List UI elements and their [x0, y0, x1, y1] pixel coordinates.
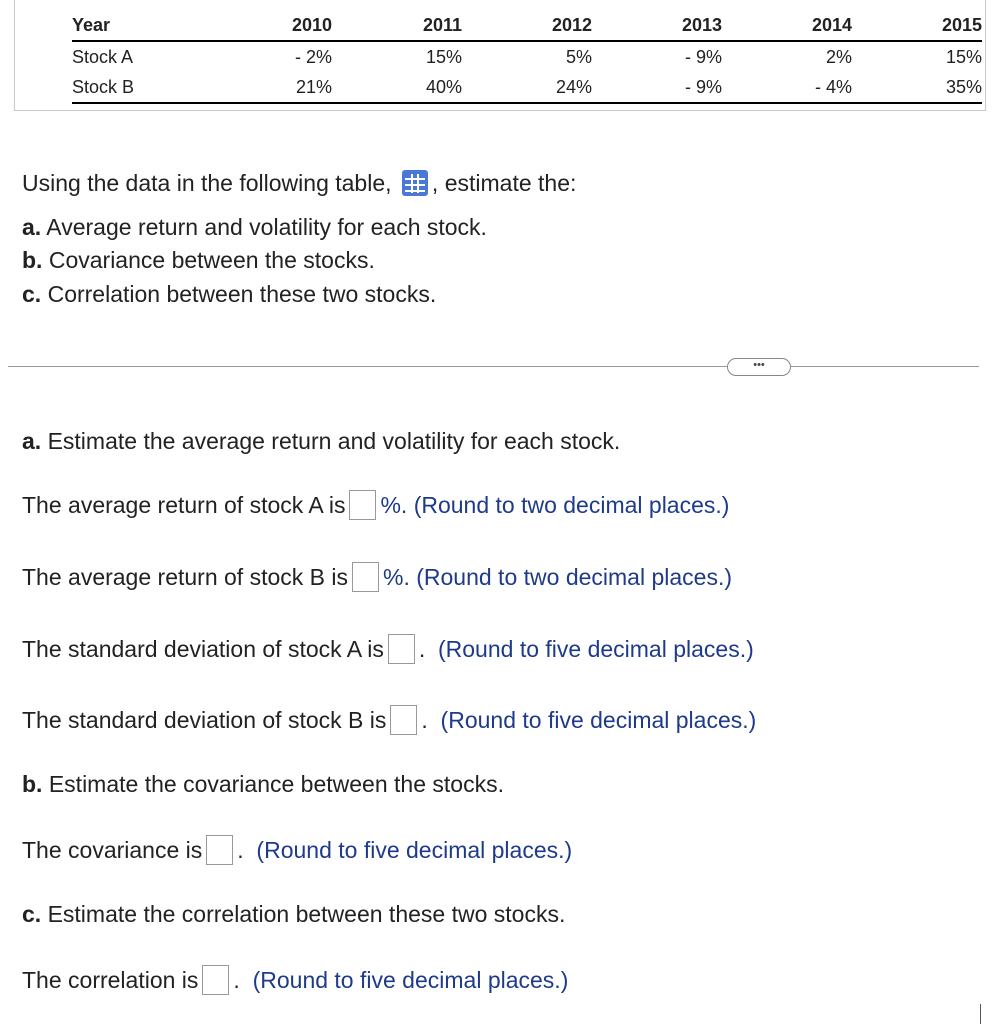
period-text: . — [237, 837, 244, 863]
period-text: . — [421, 707, 428, 733]
more-button[interactable]: ••• — [727, 358, 791, 376]
item-text: Correlation between these two stocks. — [41, 281, 437, 307]
table-cell: - 9% — [592, 72, 722, 104]
header-cell: 2013 — [592, 10, 722, 42]
corr-line: The correlation is. (Round to five decim… — [22, 965, 568, 995]
header-cell: 2012 — [462, 10, 592, 42]
table-cell: - 2% — [294, 46, 332, 67]
question-item-c: c. Correlation between these two stocks. — [22, 281, 436, 308]
part-a-heading: a. Estimate the average return and volat… — [22, 428, 620, 455]
table-cell: 5% — [565, 46, 592, 67]
table-cell: Stock A — [72, 46, 134, 67]
hint-text: (Round to five decimal places.) — [252, 967, 569, 993]
question-item-b: b. Covariance between the stocks. — [22, 247, 375, 274]
header-cell: 2015 — [852, 10, 982, 42]
table-row: Stock A - 2% 15% 5% - 9% 2% 15% — [72, 41, 982, 72]
sd-a-input[interactable] — [387, 634, 415, 664]
header-cell: Year — [72, 10, 202, 42]
hint-text: (Round to five decimal places.) — [438, 636, 754, 662]
prompt-text: The average return of stock B is — [22, 564, 348, 590]
data-table-panel: Year 2010 2011 2012 2013 2014 2015 Stock… — [14, 0, 986, 111]
avg-a-line: The average return of stock A is%. (Roun… — [22, 490, 729, 520]
sd-a-line: The standard deviation of stock A is. (R… — [22, 634, 754, 664]
avg-b-line: The average return of stock B is%. (Roun… — [22, 562, 732, 592]
unit-text: %. — [383, 564, 410, 590]
hint-text: (Round to five decimal places.) — [440, 707, 757, 733]
table-cell: 15% — [945, 46, 982, 67]
table-cell: 2% — [825, 46, 852, 67]
divider — [8, 366, 979, 367]
item-letter: a. — [22, 214, 42, 240]
table-grid-icon[interactable] — [401, 170, 428, 196]
avg-return-a-input[interactable] — [349, 490, 377, 520]
returns-table: Year 2010 2011 2012 2013 2014 2015 Stock… — [72, 10, 982, 104]
hint-text: (Round to five decimal places.) — [256, 837, 573, 863]
item-text: Average return and volatility for each s… — [41, 214, 487, 240]
table-cell: 35% — [852, 72, 982, 104]
header-cell: 2010 — [202, 10, 332, 42]
table-cell: 21% — [202, 72, 332, 104]
prompt-text: The covariance is — [22, 837, 203, 863]
part-c-heading: c. Estimate the correlation between thes… — [22, 901, 565, 928]
prompt-text: The correlation is — [22, 967, 199, 993]
part-b-heading: b. Estimate the covariance between the s… — [22, 771, 504, 798]
question-intro: Using the data in the following table, ,… — [22, 170, 576, 197]
avg-return-b-input[interactable] — [352, 562, 379, 592]
covariance-input[interactable] — [206, 835, 234, 865]
part-text: Estimate the average return and volatili… — [41, 428, 621, 454]
cov-line: The covariance is. (Round to five decima… — [22, 835, 572, 865]
prompt-text: The standard deviation of stock A is — [22, 636, 384, 662]
question-item-a: a. Average return and volatility for eac… — [22, 214, 487, 241]
part-letter: b. — [22, 771, 43, 797]
header-cell: 2014 — [722, 10, 852, 42]
unit-text: %. — [380, 492, 408, 518]
part-letter: c. — [22, 901, 42, 927]
prompt-text: The standard deviation of stock B is — [22, 707, 387, 733]
table-header-row: Year 2010 2011 2012 2013 2014 2015 — [72, 10, 982, 42]
period-text: . — [418, 636, 426, 662]
header-cell: 2011 — [332, 10, 462, 42]
item-letter: c. — [22, 281, 42, 307]
table-cell: - 9% — [684, 46, 722, 67]
hint-text: (Round to two decimal places.) — [416, 564, 732, 590]
correlation-input[interactable] — [202, 965, 230, 995]
item-letter: b. — [22, 247, 43, 273]
part-text: Estimate the covariance between the stoc… — [42, 771, 504, 797]
table-row: Stock B 21% 40% 24% - 9% - 4% 35% — [72, 72, 982, 104]
table-cell: 15% — [425, 46, 462, 67]
item-text: Covariance between the stocks. — [42, 247, 375, 273]
table-cell: - 4% — [722, 72, 852, 104]
part-text: Estimate the correlation between these t… — [41, 901, 566, 927]
part-letter: a. — [22, 428, 42, 454]
intro-text-after: , estimate the: — [431, 170, 577, 196]
text-cursor — [980, 1004, 981, 1024]
intro-text: Using the data in the following table, — [22, 170, 392, 196]
sd-b-line: The standard deviation of stock B is. (R… — [22, 705, 756, 735]
table-cell: 40% — [332, 72, 462, 104]
hint-text: (Round to two decimal places.) — [413, 492, 730, 518]
table-cell: Stock B — [72, 72, 202, 104]
sd-b-input[interactable] — [390, 705, 418, 735]
table-cell: 24% — [462, 72, 592, 104]
period-text: . — [233, 967, 240, 993]
prompt-text: The average return of stock A is — [22, 492, 346, 518]
